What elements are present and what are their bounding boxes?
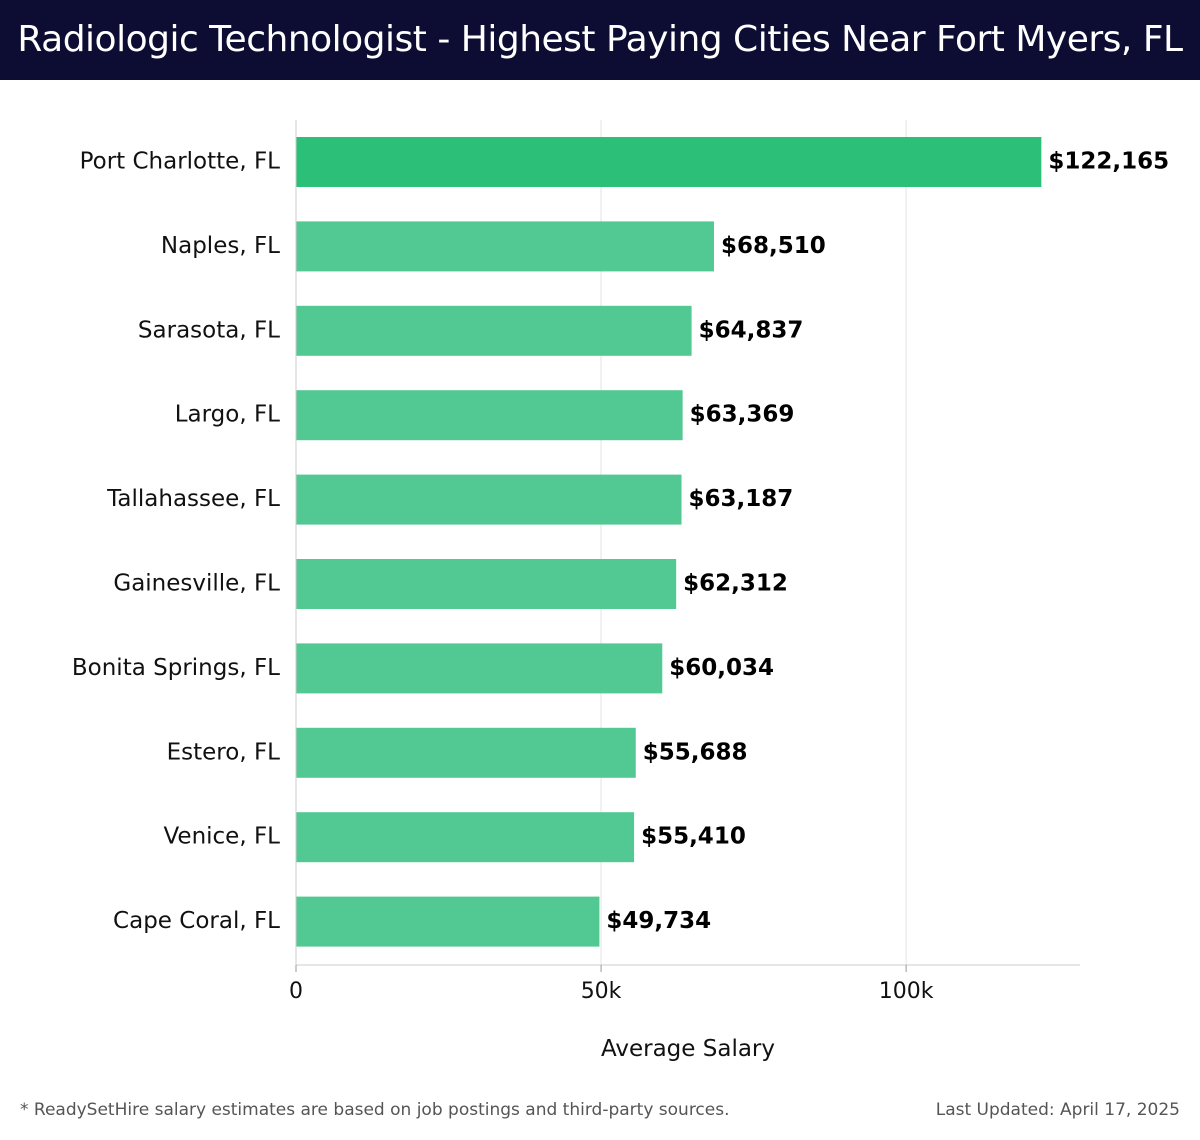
last-updated: Last Updated: April 17, 2025 [935,1100,1180,1120]
category-labels: Port Charlotte, FL Naples, FL Sarasota, FL… [72,149,280,935]
category-label: Estero, FL [167,739,281,765]
value-label: $55,410 [641,824,746,850]
category-label: Tallahassee, FL [106,486,280,512]
category-label: Bonita Springs, FL [72,655,280,681]
bar-gainesville-fl [296,559,677,609]
category-label: Gainesville, FL [113,571,280,597]
x-tick-label: 100k [879,979,934,1004]
bar-tallahassee-fl [296,474,682,525]
value-labels: $122,165 $68,510 $64,837 $63,369 $63,187 $62,… [606,149,1169,935]
bars [296,137,1042,947]
value-label: $64,837 [699,317,804,343]
category-label: Largo, FL [175,402,280,428]
bar-bonita-springs-fl [296,643,663,694]
value-label: $55,688 [643,739,748,765]
category-label: Venice, FL [163,824,280,850]
value-label: $63,187 [689,486,794,512]
value-label: $63,369 [690,402,795,428]
value-label: $49,734 [606,908,711,934]
category-label: Port Charlotte, FL [80,149,281,175]
bar-venice-fl [296,812,635,863]
category-label: Cape Coral, FL [113,908,280,934]
x-axis-title: Average Salary [601,1036,775,1062]
bar-port-charlotte-fl [296,137,1042,187]
bar-sarasota-fl [296,305,692,356]
bar-estero-fl [296,727,636,778]
source-note: * ReadySetHire salary estimates are base… [20,1100,730,1120]
value-label: $122,165 [1048,149,1169,175]
x-tick-label: 50k [581,979,622,1004]
bar-cape-coral-fl [296,896,600,947]
bar-naples-fl [296,221,714,272]
chart-title: Radiologic Technologist - Highest Paying… [0,0,1200,80]
category-label: Sarasota, FL [138,317,280,343]
category-label: Naples, FL [161,233,280,259]
value-label: $62,312 [683,571,788,597]
x-tick-label: 0 [289,979,303,1004]
bar-largo-fl [296,390,683,441]
x-axis: 0 50k 100k Average Salary [289,120,1080,1062]
value-label: $60,034 [669,655,774,681]
value-label: $68,510 [721,233,826,259]
bar-chart: Port Charlotte, FL Naples, FL Sarasota, FL… [72,120,1169,1062]
